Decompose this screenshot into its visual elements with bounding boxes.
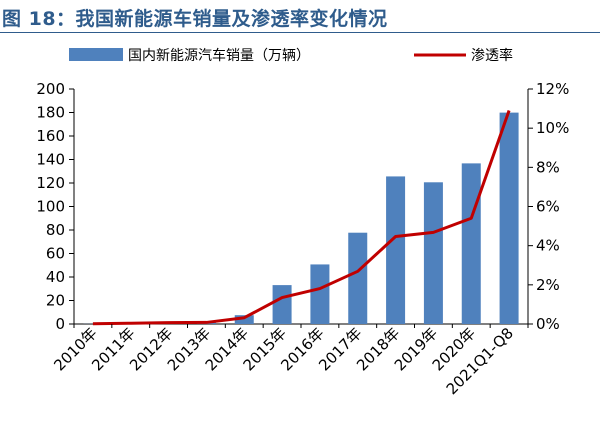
y-right-tick-label: 10% — [536, 119, 569, 137]
y-left-tick-label: 80 — [46, 221, 65, 239]
y-left-tick-label: 200 — [36, 80, 65, 98]
y-left-tick-label: 120 — [36, 174, 65, 192]
bar — [461, 163, 481, 324]
title-bar: 图 18：我国新能源车销量及渗透率变化情况 — [0, 0, 600, 33]
penetration-line — [92, 110, 511, 326]
y-right-tick-label: 2% — [536, 276, 560, 294]
legend-label-bar: 国内新能源汽车销量（万辆） — [128, 47, 310, 64]
legend-swatch-bar — [69, 48, 123, 61]
y-right-tick-label: 4% — [536, 237, 560, 255]
y-right-tick-label: 8% — [536, 158, 560, 176]
y-left-tick-label: 180 — [36, 104, 65, 122]
y-left-tick-label: 140 — [36, 151, 65, 169]
y-right-tick-label: 0% — [536, 315, 560, 333]
y-right-tick-label: 6% — [536, 198, 560, 216]
legend-label-line: 渗透率 — [471, 47, 513, 64]
y-left-tick-label: 160 — [36, 127, 65, 145]
bar — [348, 232, 368, 324]
bar — [234, 315, 254, 324]
bar — [499, 112, 519, 325]
y-left-tick-label: 40 — [46, 268, 65, 286]
bar — [310, 264, 330, 324]
y-left-tick-label: 100 — [36, 198, 65, 216]
figure-title: 图 18：我国新能源车销量及渗透率变化情况 — [2, 8, 388, 30]
bar — [272, 285, 292, 324]
y-right-tick-label: 12% — [536, 80, 569, 98]
bar — [386, 176, 406, 324]
y-left-tick-label: 20 — [46, 292, 65, 310]
y-left-tick-label: 60 — [46, 245, 65, 263]
bar — [423, 182, 443, 324]
y-left-tick-label: 0 — [55, 315, 65, 333]
